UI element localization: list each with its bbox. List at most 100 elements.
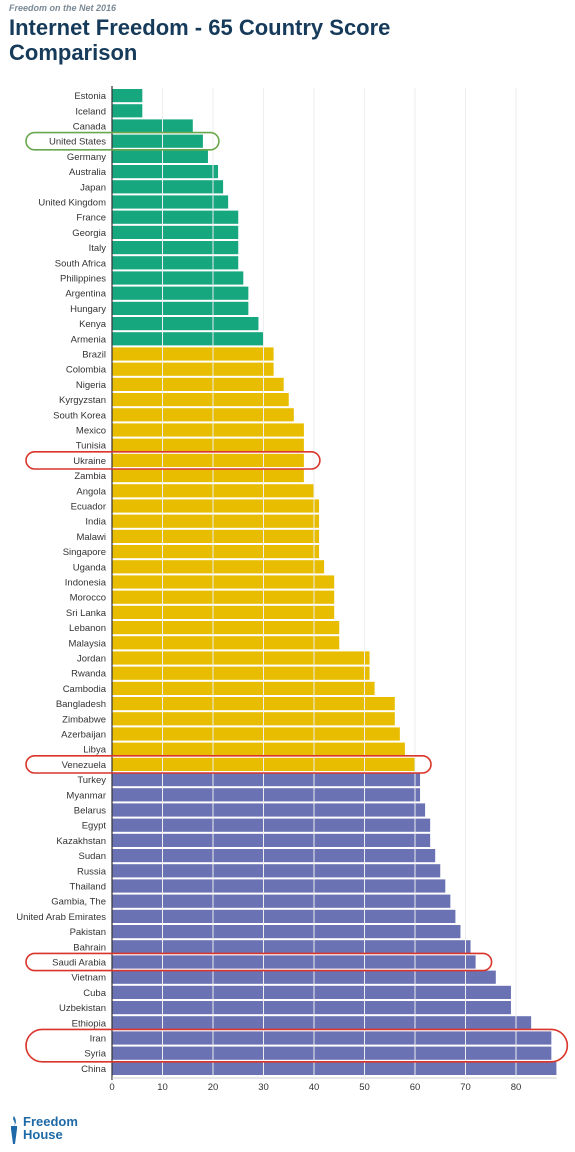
category-label: Sudan (79, 851, 106, 862)
x-tick-label: 10 (157, 1082, 168, 1093)
category-label: Indonesia (65, 578, 107, 589)
bar (112, 925, 461, 939)
category-label: Malawi (76, 532, 106, 543)
bar (112, 940, 471, 954)
bar (112, 286, 249, 300)
bar (112, 271, 244, 285)
category-label: Zimbabwe (62, 714, 106, 725)
chart-title: Internet Freedom - 65 Country Score Comp… (9, 15, 391, 65)
bar (112, 833, 431, 847)
x-tick-label: 50 (359, 1082, 370, 1093)
category-label: Kazakhstan (56, 836, 106, 847)
category-label: Azerbaijan (61, 730, 106, 741)
category-label: Tunisia (76, 441, 107, 452)
category-label: Uganda (73, 562, 107, 573)
bar (112, 560, 325, 574)
category-label: China (81, 1064, 107, 1075)
bar (112, 499, 320, 513)
category-label: Singapore (63, 547, 106, 558)
bar (112, 636, 340, 650)
bar (112, 134, 203, 148)
category-label: Georgia (72, 228, 107, 239)
bar (112, 955, 476, 969)
category-label: Germany (67, 152, 106, 163)
x-tick-label: 30 (258, 1082, 269, 1093)
category-label: Malaysia (69, 638, 107, 649)
category-label: Nigeria (76, 380, 107, 391)
bar (112, 970, 496, 984)
category-label: Belarus (74, 806, 106, 817)
highlight-ellipse (25, 754, 432, 774)
torch-icon (11, 1116, 17, 1144)
category-label: Uzbekistan (59, 1003, 106, 1014)
bar (112, 1046, 552, 1060)
bar (112, 803, 426, 817)
category-label: Saudi Arabia (52, 958, 107, 969)
bar (112, 119, 193, 133)
category-label: South Korea (53, 410, 107, 421)
x-tick-label: 60 (410, 1082, 421, 1093)
category-label: Mexico (76, 426, 106, 437)
category-label: Egypt (82, 821, 107, 832)
bar (112, 1016, 532, 1030)
bar (112, 575, 335, 589)
category-label: India (85, 517, 106, 528)
bar (112, 864, 441, 878)
category-label: Myanmar (66, 790, 106, 801)
category-label: Zambia (74, 471, 106, 482)
bar (112, 210, 239, 224)
bar-chart: Estonia Iceland Canada United States Germany… (16, 86, 569, 1093)
bar (112, 256, 239, 270)
highlight-ellipse (25, 952, 493, 972)
bar (112, 89, 143, 103)
bar (112, 1031, 552, 1045)
x-tick-label: 40 (309, 1082, 320, 1093)
bar (112, 469, 304, 483)
category-label: Venezuela (62, 760, 107, 771)
bar (112, 742, 405, 756)
bar (112, 773, 421, 787)
category-label: Libya (83, 745, 106, 756)
category-label: Bangladesh (56, 699, 106, 710)
bar (112, 590, 335, 604)
category-label: Italy (89, 243, 107, 254)
bar (112, 195, 229, 209)
bar (112, 317, 259, 331)
bar (112, 894, 451, 908)
bar (112, 149, 208, 163)
bar (112, 1061, 557, 1075)
bar (112, 788, 421, 802)
category-label: Colombia (66, 365, 107, 376)
highlight-ellipse (25, 450, 321, 470)
category-label: Jordan (77, 654, 106, 665)
category-label: Iceland (75, 106, 106, 117)
bar (112, 180, 224, 194)
category-label: Pakistan (70, 927, 106, 938)
category-label: Cuba (83, 988, 106, 999)
x-tick-label: 20 (208, 1082, 219, 1093)
x-tick-label: 80 (511, 1082, 522, 1093)
category-label: Lebanon (69, 623, 106, 634)
bar (112, 225, 239, 239)
category-label: United Arab Emirates (16, 912, 106, 923)
category-label: Brazil (82, 350, 106, 361)
bar (112, 818, 431, 832)
category-label: Sri Lanka (66, 608, 107, 619)
logo-line-2: House (23, 1127, 63, 1142)
bar (112, 332, 264, 346)
category-label: Russia (77, 866, 107, 877)
bar (112, 545, 320, 559)
category-label: Hungary (70, 304, 106, 315)
x-tick-label: 0 (109, 1082, 114, 1093)
category-label: Turkey (77, 775, 106, 786)
category-label: Japan (80, 182, 106, 193)
category-label: Morocco (70, 593, 106, 604)
bar (112, 377, 284, 391)
category-label: Kenya (79, 319, 107, 330)
bar (112, 909, 456, 923)
category-label: Bahrain (73, 942, 106, 953)
category-label: Iran (90, 1034, 106, 1045)
bar (112, 849, 436, 863)
category-label: Armenia (71, 334, 107, 345)
bar (112, 438, 304, 452)
